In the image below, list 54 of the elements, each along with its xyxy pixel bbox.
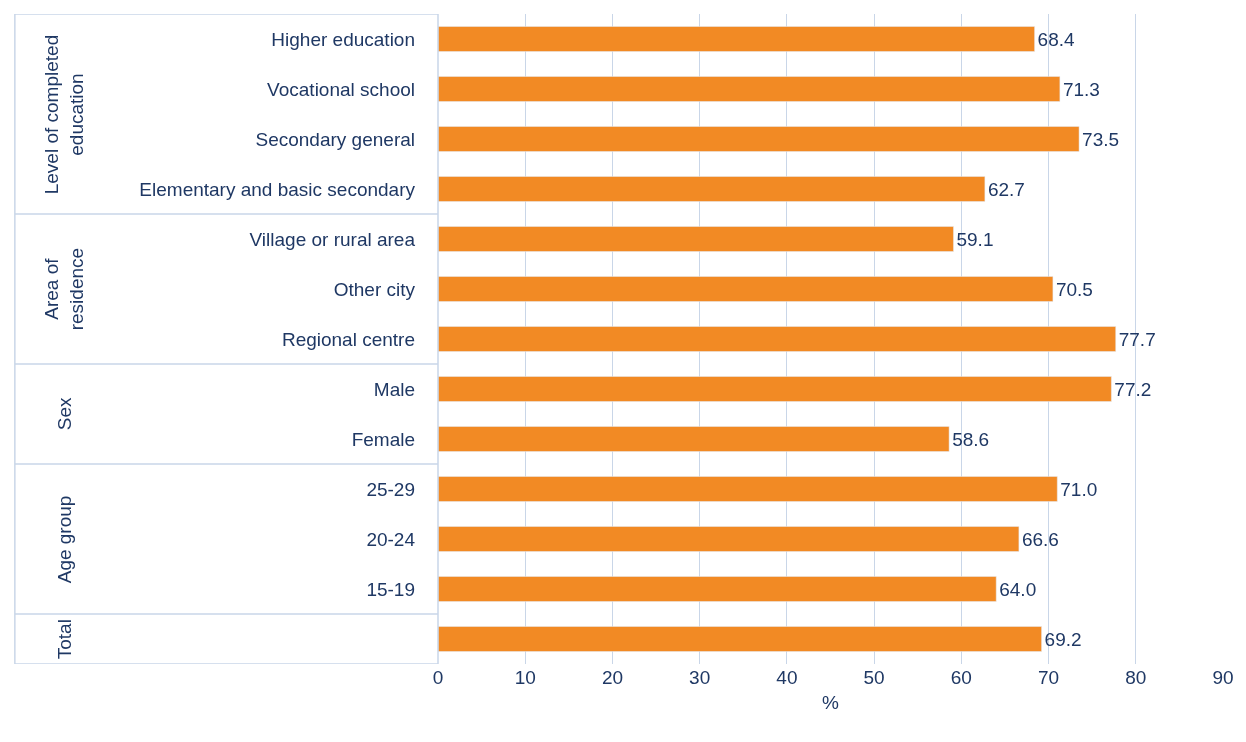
x-tick-label: 50 [863, 667, 885, 688]
data-label: 77.7 [1118, 328, 1156, 350]
y-tick-label: Regional centre [281, 328, 415, 350]
bar [438, 326, 1116, 352]
y-tick-label: Secondary general [255, 128, 415, 150]
y-tick-label: 15-19 [366, 578, 415, 600]
data-label: 59.1 [956, 228, 994, 250]
x-tick-label: 60 [950, 667, 972, 688]
x-tick-label: 40 [776, 667, 798, 688]
data-label: 77.2 [1114, 378, 1152, 400]
x-tick-label: 20 [601, 667, 624, 688]
y-tick-label: 25-29 [366, 478, 415, 500]
y-tick-label: Vocational school [267, 78, 415, 100]
bar [438, 76, 1061, 102]
data-label: 68.4 [1037, 28, 1076, 50]
y-tick-label: Male [373, 378, 415, 400]
data-label: 69.2 [1044, 628, 1082, 650]
data-label: 70.5 [1055, 278, 1093, 300]
bar [438, 626, 1042, 652]
x-tick-label: 80 [1125, 667, 1147, 688]
bar [438, 576, 997, 602]
bar [438, 226, 954, 252]
x-tick-label: 0 [432, 667, 444, 688]
data-label: 73.5 [1082, 128, 1120, 150]
data-label: 64.0 [999, 578, 1037, 600]
bar [438, 426, 950, 452]
text: Sex [54, 397, 76, 431]
data-label: 58.6 [952, 428, 990, 450]
bar [438, 26, 1035, 52]
data-label: 71.3 [1062, 78, 1100, 100]
data-label: 66.6 [1021, 528, 1059, 550]
x-tick-label: 70 [1037, 667, 1060, 688]
bar [438, 176, 986, 202]
y-tick-label: Higher education [271, 28, 415, 50]
x-tick-label: 10 [514, 667, 536, 688]
bar [438, 526, 1020, 552]
bar [438, 276, 1054, 302]
bar [438, 126, 1080, 152]
x-tick-label: 90 [1212, 667, 1234, 688]
y-tick-label: Other city [333, 278, 416, 300]
bar [438, 376, 1112, 402]
y-tick-label: 20-24 [366, 528, 416, 550]
text: Area of residence [41, 247, 87, 331]
y-tick-label: Village or rural area [249, 228, 416, 250]
x-axis-title: % [822, 691, 840, 713]
y-tick-label: Female [351, 428, 415, 450]
y-tick-label: Elementary and basic secondary [139, 178, 416, 200]
data-label: 62.7 [987, 178, 1025, 200]
text: Age group [54, 495, 76, 584]
text: Level of completed education [41, 34, 87, 195]
bar [438, 476, 1058, 502]
text: Total [54, 619, 76, 660]
data-label: 71.0 [1060, 478, 1098, 500]
x-tick-label: 30 [689, 667, 711, 688]
